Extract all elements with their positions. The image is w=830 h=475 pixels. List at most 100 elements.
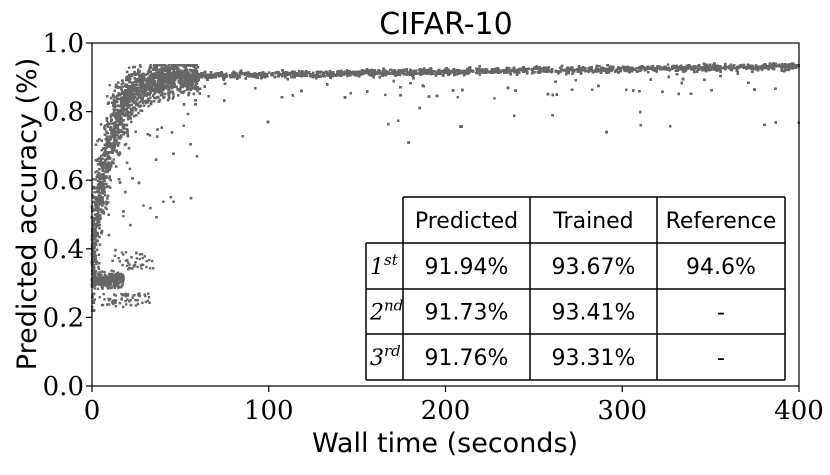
- data-point: [127, 105, 131, 109]
- data-point: [114, 115, 117, 118]
- data-point: [142, 204, 145, 207]
- data-point: [131, 81, 134, 84]
- data-point: [111, 301, 114, 304]
- data-point: [134, 261, 137, 264]
- data-point: [138, 64, 142, 67]
- data-point: [103, 179, 106, 182]
- data-point: [148, 85, 151, 88]
- data-point: [108, 299, 111, 302]
- data-point: [137, 181, 141, 185]
- data-point: [116, 115, 119, 118]
- data-point: [148, 81, 151, 84]
- data-point: [141, 73, 144, 76]
- data-point: [92, 273, 95, 276]
- data-point: [192, 80, 196, 83]
- data-point: [141, 301, 144, 304]
- data-point: [157, 81, 161, 84]
- data-point: [150, 66, 153, 69]
- data-point: [127, 268, 130, 271]
- data-point: [91, 275, 94, 279]
- data-point: [111, 259, 114, 262]
- data-point: [97, 211, 100, 214]
- data-point: [156, 64, 159, 67]
- data-point: [193, 70, 197, 73]
- data-point: [107, 137, 110, 141]
- data-point: [128, 104, 132, 107]
- data-point: [171, 97, 175, 100]
- data-point: [127, 300, 131, 303]
- data-point: [119, 119, 122, 122]
- chart-title: CIFAR-10: [379, 7, 512, 42]
- data-point: [144, 93, 147, 96]
- data-point: [129, 117, 132, 120]
- data-point: [133, 115, 136, 118]
- data-point: [162, 81, 165, 85]
- data-point: [151, 267, 155, 270]
- data-point: [141, 78, 144, 82]
- data-point: [167, 93, 170, 96]
- data-point: [97, 195, 100, 199]
- data-point: [97, 189, 100, 193]
- data-point: [93, 200, 96, 204]
- data-point: [130, 85, 134, 88]
- data-point: [137, 78, 140, 81]
- data-point: [188, 83, 192, 86]
- data-point: [100, 211, 103, 214]
- data-point: [115, 272, 118, 276]
- data-point: [146, 92, 150, 95]
- data-point: [132, 72, 136, 75]
- data-point: [145, 265, 148, 269]
- data-point: [91, 250, 94, 253]
- data-point: [126, 103, 129, 106]
- data-point: [112, 299, 115, 303]
- data-point: [121, 85, 124, 89]
- data-point: [148, 301, 151, 304]
- data-point: [170, 82, 174, 85]
- data-point: [504, 68, 507, 72]
- data-point: [94, 204, 98, 208]
- data-point: [112, 285, 115, 288]
- data-point: [122, 119, 125, 122]
- data-point: [98, 296, 101, 299]
- data-point: [571, 72, 574, 75]
- data-point: [104, 158, 107, 162]
- data-point: [117, 97, 120, 101]
- data-point: [106, 281, 110, 284]
- data-point: [110, 275, 114, 279]
- data-point: [137, 92, 140, 95]
- data-point: [94, 255, 97, 258]
- data-point: [162, 69, 165, 72]
- data-point: [167, 68, 170, 71]
- data-point: [195, 77, 198, 81]
- data-point: [119, 99, 123, 102]
- data-point: [192, 92, 195, 96]
- data-point: [124, 251, 128, 254]
- data-point: [114, 165, 118, 168]
- data-point: [181, 83, 185, 87]
- data-point: [101, 161, 104, 164]
- data-point: [128, 167, 132, 171]
- data-point: [99, 185, 103, 188]
- data-point: [120, 88, 123, 92]
- data-point: [133, 263, 137, 267]
- data-point: [148, 258, 151, 262]
- data-point: [195, 88, 198, 91]
- data-point: [161, 67, 165, 70]
- data-point: [141, 74, 144, 77]
- data-point: [141, 82, 145, 85]
- data-point: [98, 202, 101, 205]
- data-point: [151, 76, 154, 80]
- data-point: [155, 66, 158, 69]
- data-point: [152, 94, 155, 97]
- data-point: [120, 121, 123, 125]
- data-point: [105, 117, 109, 120]
- data-point: [151, 87, 154, 91]
- data-point: [139, 89, 142, 92]
- data-point: [107, 185, 110, 188]
- data-point: [115, 140, 118, 143]
- data-point: [101, 199, 104, 203]
- data-point: [126, 294, 129, 297]
- data-point: [114, 113, 117, 117]
- data-point: [102, 147, 105, 150]
- data-point: [105, 207, 108, 211]
